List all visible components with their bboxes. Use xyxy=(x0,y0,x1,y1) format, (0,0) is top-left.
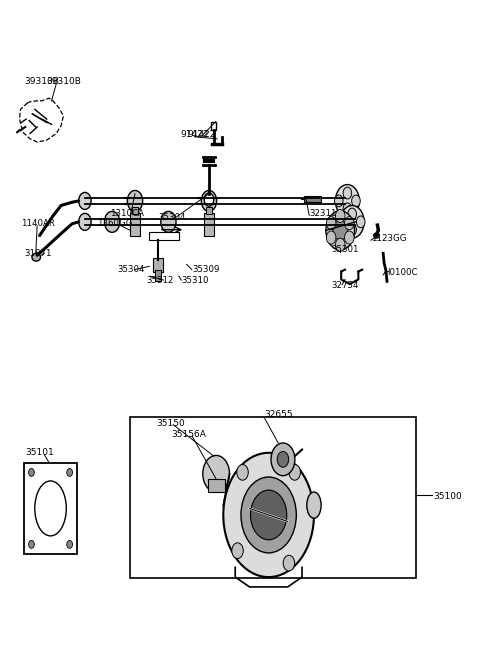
Bar xyxy=(149,233,179,240)
Text: 31871: 31871 xyxy=(24,250,52,258)
Circle shape xyxy=(161,212,176,233)
Text: 32754: 32754 xyxy=(332,281,359,290)
Circle shape xyxy=(223,453,314,577)
Circle shape xyxy=(29,468,34,476)
Circle shape xyxy=(333,221,348,240)
Text: 39310B: 39310B xyxy=(47,77,82,85)
Bar xyxy=(153,258,163,271)
Circle shape xyxy=(348,208,357,220)
Circle shape xyxy=(67,468,72,476)
Circle shape xyxy=(203,455,229,492)
Circle shape xyxy=(336,238,345,251)
Circle shape xyxy=(283,555,295,571)
Bar xyxy=(205,208,212,214)
Circle shape xyxy=(357,216,365,228)
Circle shape xyxy=(336,185,360,217)
Circle shape xyxy=(241,477,296,553)
Circle shape xyxy=(345,217,354,230)
Text: 32655: 32655 xyxy=(264,411,292,419)
Circle shape xyxy=(251,490,287,540)
Circle shape xyxy=(29,541,34,549)
Circle shape xyxy=(105,212,120,233)
Circle shape xyxy=(79,214,91,231)
Circle shape xyxy=(343,203,352,215)
Bar xyxy=(207,479,225,492)
Circle shape xyxy=(336,210,345,223)
Bar xyxy=(130,213,140,236)
Text: 35101: 35101 xyxy=(25,448,54,457)
Bar xyxy=(155,270,161,281)
Text: 1310CA: 1310CA xyxy=(110,209,144,218)
Bar xyxy=(24,463,77,555)
Circle shape xyxy=(79,193,91,210)
Text: 35304: 35304 xyxy=(118,265,145,274)
Circle shape xyxy=(348,224,357,236)
Text: 39310B: 39310B xyxy=(24,77,59,85)
Circle shape xyxy=(201,191,216,212)
Bar xyxy=(304,196,321,202)
Circle shape xyxy=(277,451,288,467)
Circle shape xyxy=(352,195,360,207)
Text: 32311: 32311 xyxy=(310,209,337,218)
Ellipse shape xyxy=(307,492,321,518)
Circle shape xyxy=(204,193,214,206)
Text: 35304: 35304 xyxy=(158,213,185,222)
Ellipse shape xyxy=(373,233,379,238)
Bar xyxy=(130,417,416,578)
Circle shape xyxy=(335,195,343,207)
Text: 35310: 35310 xyxy=(182,275,209,284)
Text: 35156A: 35156A xyxy=(171,430,206,439)
Bar xyxy=(211,122,216,129)
Ellipse shape xyxy=(32,253,40,261)
Text: 35150: 35150 xyxy=(156,419,185,428)
Circle shape xyxy=(67,541,72,549)
Circle shape xyxy=(326,217,336,230)
Text: 91422: 91422 xyxy=(180,130,209,139)
Circle shape xyxy=(289,464,300,480)
Circle shape xyxy=(271,443,295,476)
Circle shape xyxy=(232,543,243,558)
Text: 1140AR: 1140AR xyxy=(22,219,55,229)
Text: 35301: 35301 xyxy=(332,246,359,254)
Circle shape xyxy=(343,187,352,199)
Text: 91422: 91422 xyxy=(188,130,216,139)
Text: 1123GG: 1123GG xyxy=(371,234,407,242)
Circle shape xyxy=(345,231,354,244)
Text: 1360GG: 1360GG xyxy=(97,219,132,228)
Circle shape xyxy=(127,191,143,212)
Text: 35312: 35312 xyxy=(146,275,174,284)
Circle shape xyxy=(326,231,336,244)
Bar xyxy=(204,213,214,236)
Circle shape xyxy=(326,211,355,250)
Text: 35100: 35100 xyxy=(434,492,463,501)
Circle shape xyxy=(339,216,348,228)
Bar xyxy=(132,208,138,214)
Circle shape xyxy=(340,206,364,238)
Text: H0100C: H0100C xyxy=(383,269,418,277)
Circle shape xyxy=(237,464,248,480)
Text: 35309: 35309 xyxy=(192,265,220,274)
